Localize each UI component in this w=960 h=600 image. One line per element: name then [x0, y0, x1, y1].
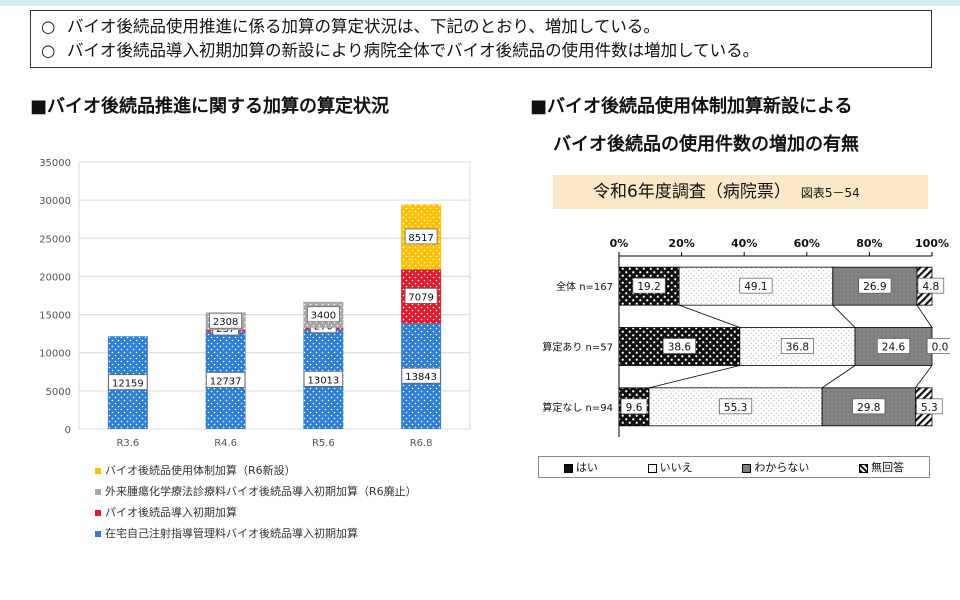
data-label: 49.1: [744, 281, 767, 293]
y-tick-label: 15000: [39, 311, 71, 322]
data-label: 9.6: [626, 402, 643, 414]
connector-line: [832, 304, 856, 328]
y-tick-label: 20000: [39, 272, 71, 283]
right-chart-title-line-1: ■バイオ後続品使用体制加算新設による: [530, 96, 853, 117]
data-label-box: [632, 277, 666, 294]
right-chart-legend: はい いいえ わからない 無回答: [538, 456, 930, 478]
data-label-box: [620, 398, 648, 415]
data-label: 38.6: [668, 342, 692, 354]
data-label-box: [205, 372, 246, 388]
data-label: 24.6: [882, 342, 906, 354]
x-tick-label: R6.8: [410, 438, 433, 449]
data-label: 2308: [213, 317, 238, 328]
data-label-box: [404, 287, 438, 304]
legend-item-gairai: 外来腫瘍化学療法診療料バイオ後続品導入初期加算（R6廃止）: [95, 481, 417, 502]
data-label-box: [780, 338, 814, 354]
x-tick-label: R3.6: [116, 438, 139, 449]
data-label-box: [876, 338, 911, 354]
connector-line: [678, 304, 740, 328]
data-label: 0.0: [932, 342, 949, 354]
bullet-circle: ○: [41, 41, 56, 60]
data-label: 12159: [112, 379, 144, 390]
data-label: 19.2: [637, 281, 660, 293]
x-tick-label: 0%: [610, 237, 629, 250]
horizontal-percent-bar-chart: 0% 20% 40% 60% 80% 100% 19.2 49.1 26.9 4.8 全体 n=16…: [542, 237, 950, 437]
legend-item-hai: はい: [563, 459, 598, 475]
y-category-label: 算定なし n=94: [542, 401, 613, 414]
data-label-box: [916, 398, 943, 415]
data-label: 7079: [408, 292, 433, 303]
summary-box: ○ バイオ後続品使用推進に係る加算の算定状況は、下記のとおり、増加している。 ○ バ…: [30, 10, 932, 68]
data-label: 29.8: [857, 402, 880, 414]
data-label: 4.8: [923, 281, 940, 293]
legend-swatch: [859, 463, 869, 473]
summary-line-2: ○ バイオ後続品導入初期加算の新設により病院全体でバイオ後続品の使用件数は増加して…: [41, 39, 921, 63]
x-tick-label: R4.6: [214, 438, 237, 449]
legend-swatch: [95, 468, 101, 474]
legend-item-zaitaku: 在宅自己注射指導管理料バイオ後続品導入初期加算: [95, 523, 417, 544]
connector-line: [821, 365, 856, 389]
x-tick-label: 100%: [915, 237, 949, 250]
y-category-label: 全体 n=167: [556, 280, 613, 293]
legend-item-wakaranai: わからない: [742, 459, 809, 475]
data-label: 5.3: [921, 402, 938, 414]
legend-swatch: [742, 463, 752, 473]
data-label: 13843: [405, 372, 437, 383]
data-label: 55.3: [724, 402, 747, 414]
data-label-box: [404, 228, 438, 245]
y-category-label: 算定あり n=57: [542, 341, 613, 354]
data-label-box: [303, 370, 344, 387]
legend-item-iie: いいえ: [647, 459, 693, 475]
data-label: 13013: [307, 375, 339, 386]
legend-item-taisei: バイオ後続品使用体制加算（R6新設）: [95, 460, 417, 481]
x-tick-label: 80%: [856, 237, 882, 250]
left-chart-title: ■バイオ後続品推進に関する加算の算定状況: [30, 96, 390, 117]
x-tick-label: 20%: [668, 237, 694, 250]
data-label: 36.8: [786, 342, 809, 354]
legend-swatch: [95, 489, 101, 495]
legend-swatch: [95, 510, 101, 516]
data-label-box: [401, 367, 441, 384]
y-tick-label: 10000: [39, 349, 71, 360]
connector-line: [916, 304, 933, 328]
y-tick-label: 30000: [39, 196, 71, 207]
survey-name: 令和6年度調査（病院票）: [593, 182, 791, 202]
connector-line: [648, 365, 740, 389]
legend-item-mukaitou: 無回答: [859, 459, 904, 475]
data-label-box: [209, 312, 243, 329]
data-label-box: [108, 374, 148, 391]
data-label-box: [739, 277, 773, 294]
survey-label: 令和6年度調査（病院票） 図表5－54: [553, 175, 928, 209]
bullet-circle: ○: [41, 17, 56, 36]
data-label: 12737: [210, 376, 242, 387]
summary-line-1: ○ バイオ後続品使用推進に係る加算の算定状況は、下記のとおり、増加している。: [41, 15, 921, 39]
data-label: 8517: [408, 233, 433, 244]
data-label-box: [719, 398, 753, 415]
data-label-box: [917, 277, 945, 294]
legend-item-dounyu: パイオ後続品導入初期加算: [95, 502, 417, 523]
data-label-box: [926, 338, 950, 354]
right-chart-title-line-2: バイオ後続品の使用件数の増加の有無: [553, 134, 859, 155]
y-tick-label: 25000: [39, 234, 71, 245]
legend-swatch: [647, 463, 657, 473]
x-tick-label: R5.6: [312, 438, 335, 449]
data-label-box: [306, 306, 340, 323]
data-label: 26.9: [863, 281, 886, 293]
data-label-box: [662, 338, 696, 354]
data-label-box: [858, 277, 892, 294]
y-tick-label: 35000: [39, 158, 71, 169]
x-tick-label: 40%: [731, 237, 757, 250]
data-label-box: [852, 398, 886, 415]
data-label: 3400: [311, 311, 336, 322]
figure-number: 図表5－54: [800, 186, 860, 200]
legend-swatch: [563, 463, 573, 473]
legend-swatch: [95, 531, 101, 537]
x-tick-label: 60%: [794, 237, 820, 250]
y-tick-label: 5000: [46, 387, 71, 398]
stacked-bar-chart: 0 5000 10000 15000 20000 25000 30000 35000 12159…: [39, 158, 471, 449]
top-accent-bar: [0, 0, 960, 6]
left-chart-legend: バイオ後続品使用体制加算（R6新設） 外来腫瘍化学療法診療料バイオ後続品導入初期…: [95, 460, 417, 544]
y-tick-label: 0: [65, 425, 71, 436]
connector-line: [915, 365, 933, 389]
